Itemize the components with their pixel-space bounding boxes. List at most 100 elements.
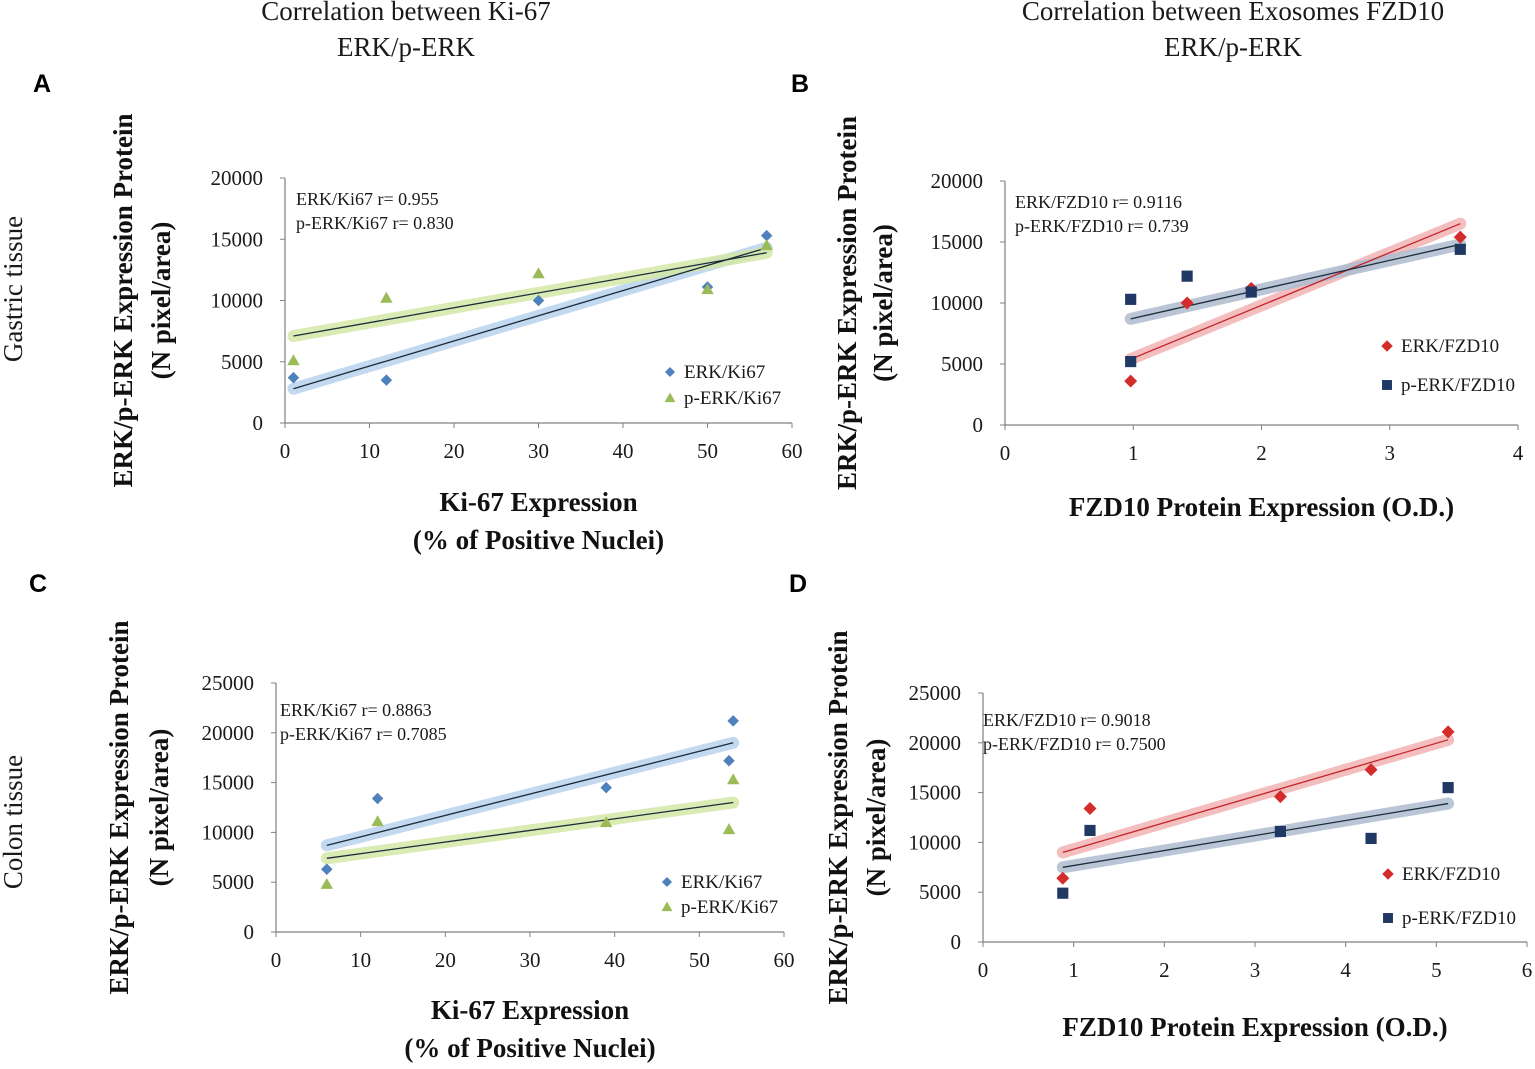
y-axis-title-line1: ERK/p-ERK Expression Protein xyxy=(104,620,134,994)
panel-label: D xyxy=(789,570,807,598)
y-axis-title-line1: ERK/p-ERK Expression Protein xyxy=(108,113,138,487)
legend-label: ERK/FZD10 xyxy=(1402,864,1500,885)
y-axis-title-line1: ERK/p-ERK Expression Protein xyxy=(832,116,862,490)
correlation-annotation-line1: ERK/Ki67 r= 0.955 xyxy=(296,189,439,209)
x-tick-label: 0 xyxy=(978,958,989,982)
legend-label: ERK/FZD10 xyxy=(1401,336,1499,357)
y-tick-label: 0 xyxy=(244,920,255,944)
data-point xyxy=(1083,802,1097,816)
data-point xyxy=(1125,355,1137,368)
data-point xyxy=(600,781,612,794)
row-label-colon: Colon tissue xyxy=(0,755,28,889)
x-tick-label: 1 xyxy=(1068,958,1079,982)
chart-panel-d: D 0 1 2 3 4 5 6 0 5000 10000 15000 20000 25000 ERK/p-E… xyxy=(789,570,1532,1042)
y-tick-label: 20000 xyxy=(202,721,255,745)
x-tick-label: 20 xyxy=(444,439,465,463)
y-tick-label: 15000 xyxy=(931,230,984,254)
x-tick-label: 50 xyxy=(689,948,710,972)
panel-label: C xyxy=(29,570,47,598)
data-point xyxy=(1057,887,1069,899)
y-tick-label: 5000 xyxy=(221,350,263,374)
x-tick-label: 50 xyxy=(697,439,718,463)
right-heading-line2: ERK/p-ERK xyxy=(1164,32,1302,62)
y-tick-label: 0 xyxy=(951,930,962,954)
y-axis-title-line2: (N pixel/area) xyxy=(868,224,898,382)
data-point xyxy=(701,283,714,295)
trendline xyxy=(1062,739,1449,853)
data-point xyxy=(287,371,300,384)
left-heading-line2: ERK/p-ERK xyxy=(337,32,475,62)
trendline xyxy=(1062,802,1449,868)
data-point xyxy=(371,815,384,827)
trendline xyxy=(326,742,734,846)
legend-marker xyxy=(661,876,673,888)
x-tick-label: 30 xyxy=(520,948,541,972)
x-tick-label: 6 xyxy=(1522,958,1533,982)
data-point xyxy=(727,715,739,727)
x-axis-title-line1: Ki-67 Expression xyxy=(439,487,637,517)
x-tick-label: 10 xyxy=(350,948,371,972)
y-axis-title-line2: (N pixel/area) xyxy=(144,729,174,887)
data-point xyxy=(599,816,613,828)
legend-label: p-ERK/FZD10 xyxy=(1402,908,1516,929)
y-axis-title-line2: (N pixel/area) xyxy=(146,222,176,380)
data-point xyxy=(1453,230,1467,244)
chart-panel-b: B 0 1 2 3 4 0 5000 10000 15000 20000 ERK/p-ERK Expr… xyxy=(791,70,1524,522)
x-tick-label: 0 xyxy=(1000,441,1011,465)
trendline xyxy=(1130,223,1461,360)
trendline xyxy=(1130,243,1461,320)
x-tick-label: 30 xyxy=(528,439,549,463)
data-point xyxy=(760,229,773,242)
x-axis-title-line2: (% of Positive Nuclei) xyxy=(413,525,664,555)
trendline xyxy=(326,801,734,859)
panel-label: A xyxy=(33,70,51,98)
x-tick-label: 5 xyxy=(1431,958,1442,982)
data-point xyxy=(1274,825,1286,838)
chart-panel-a: A 0 10 20 30 40 50 60 0 5000 10000 15000 20000 ERK/p-… xyxy=(33,70,803,555)
data-point xyxy=(371,792,384,805)
legend-marker xyxy=(661,901,673,912)
correlation-annotation-line2: p-ERK/FZD10 r= 0.739 xyxy=(1015,216,1189,236)
x-tick-label: 3 xyxy=(1385,441,1396,465)
data-point xyxy=(1441,725,1455,739)
y-tick-label: 10000 xyxy=(931,291,984,315)
x-axis-title-line1: FZD10 Protein Expression (O.D.) xyxy=(1062,1012,1447,1042)
right-heading-line1: Correlation between Exosomes FZD10 xyxy=(1022,0,1444,26)
trendline xyxy=(293,247,767,390)
correlation-annotation-line1: ERK/FZD10 r= 0.9018 xyxy=(983,710,1151,730)
legend-marker xyxy=(664,392,676,403)
y-tick-label: 0 xyxy=(973,413,984,437)
left-heading-line1: Correlation between Ki-67 xyxy=(261,0,550,26)
data-point xyxy=(1365,832,1377,844)
data-point xyxy=(760,239,773,251)
y-tick-label: 15000 xyxy=(909,781,962,805)
x-tick-label: 3 xyxy=(1250,958,1261,982)
x-tick-label: 20 xyxy=(435,948,456,972)
data-point xyxy=(320,877,334,889)
data-point xyxy=(1364,763,1378,777)
x-axis-title-line2: (% of Positive Nuclei) xyxy=(404,1033,655,1063)
x-tick-label: 4 xyxy=(1340,958,1351,982)
row-label-gastric: Gastric tissue xyxy=(0,216,28,362)
y-tick-label: 0 xyxy=(253,411,264,435)
data-point xyxy=(1454,243,1466,255)
x-tick-label: 4 xyxy=(1513,441,1524,465)
chart-panel-c: C 0 10 20 30 40 50 60 0 5000 10000 15000 20000 25000 E… xyxy=(29,570,795,1063)
data-point xyxy=(1124,374,1138,388)
data-point xyxy=(532,294,545,307)
x-axis-title-line1: FZD10 Protein Expression (O.D.) xyxy=(1069,492,1454,522)
y-axis-title-line2: (N pixel/area) xyxy=(861,739,891,897)
legend-marker xyxy=(1383,913,1393,923)
correlation-annotation-line2: p-ERK/FZD10 r= 0.7500 xyxy=(983,734,1166,754)
correlation-annotation-line1: ERK/Ki67 r= 0.8863 xyxy=(280,700,432,720)
x-tick-label: 60 xyxy=(782,439,803,463)
x-tick-label: 60 xyxy=(774,948,795,972)
x-tick-label: 0 xyxy=(280,439,291,463)
y-tick-label: 15000 xyxy=(202,771,255,795)
legend-label: p-ERK/FZD10 xyxy=(1401,375,1515,396)
data-point xyxy=(722,823,736,835)
x-tick-label: 40 xyxy=(604,948,625,972)
x-tick-label: 0 xyxy=(271,948,282,972)
y-tick-label: 20000 xyxy=(909,731,962,755)
